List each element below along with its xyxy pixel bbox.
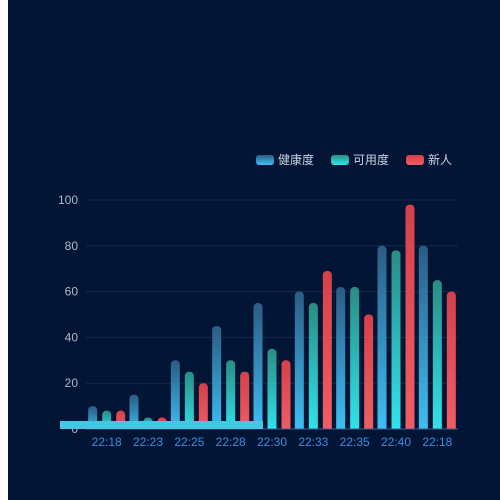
bar-series2-4 (281, 360, 291, 433)
legend: 健康度 可用度 新人 (256, 152, 452, 167)
bar-series0-6 (336, 287, 346, 433)
legend-item-0[interactable]: 健康度 (256, 152, 314, 167)
bar-series1-3 (226, 360, 236, 433)
bar-base-mask (84, 429, 460, 435)
bar-series2-3 (240, 371, 250, 433)
x-tick-label: 22:23 (133, 435, 163, 449)
bar-series0-8 (418, 245, 428, 433)
x-tick-label: 22:33 (298, 435, 328, 449)
legend-swatch (256, 155, 274, 165)
legend-swatch (331, 155, 349, 165)
x-tick-label: 22:25 (174, 435, 204, 449)
legend-label: 健康度 (278, 152, 314, 167)
slider-handle[interactable] (60, 421, 263, 429)
legend-item-2[interactable]: 新人 (406, 152, 452, 167)
bar-series2-5 (322, 270, 332, 433)
bar-series2-8 (446, 291, 456, 433)
y-tick-label: 20 (65, 376, 79, 390)
bar-series1-2 (184, 371, 194, 433)
bar-series2-2 (198, 383, 208, 433)
y-tick-label: 100 (58, 193, 78, 207)
bar-series0-7 (377, 245, 387, 433)
bar-series0-3 (212, 325, 222, 433)
y-tick-label: 60 (65, 285, 79, 299)
x-tick-label: 22:28 (216, 435, 246, 449)
x-tick-label: 22:18 (422, 435, 452, 449)
bar-series1-6 (350, 287, 360, 433)
bar-series2-7 (405, 204, 415, 433)
bar-series0-4 (253, 303, 263, 433)
bar-series0-2 (170, 360, 180, 433)
x-tick-label: 22:35 (340, 435, 370, 449)
legend-label: 新人 (428, 152, 452, 167)
bar-series1-5 (308, 303, 318, 433)
y-tick-label: 80 (65, 239, 79, 253)
x-tick-label: 22:18 (92, 435, 122, 449)
y-tick-label: 40 (65, 330, 79, 344)
y-axis-ticks: 020406080100 (58, 193, 78, 436)
x-tick-label: 22:30 (257, 435, 287, 449)
bar-series1-8 (432, 280, 442, 433)
bar-series1-7 (391, 250, 401, 433)
x-axis-ticks: 22:18 22:23 22:25 22:28 22:30 22:33 22:35 22:40… (92, 435, 453, 449)
legend-swatch (406, 155, 424, 165)
bars (84, 204, 460, 435)
legend-item-1[interactable]: 可用度 (331, 152, 389, 167)
bar-series1-4 (267, 348, 277, 433)
bar-series0-5 (294, 291, 304, 433)
bar-series2-6 (364, 314, 374, 433)
datazoom-slider[interactable] (60, 421, 263, 429)
legend-label: 可用度 (353, 152, 389, 167)
x-tick-label: 22:40 (381, 435, 411, 449)
